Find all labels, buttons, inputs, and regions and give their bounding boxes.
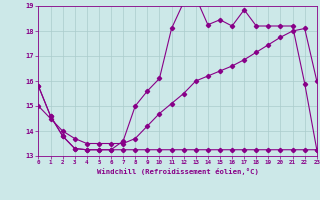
X-axis label: Windchill (Refroidissement éolien,°C): Windchill (Refroidissement éolien,°C): [97, 168, 259, 175]
